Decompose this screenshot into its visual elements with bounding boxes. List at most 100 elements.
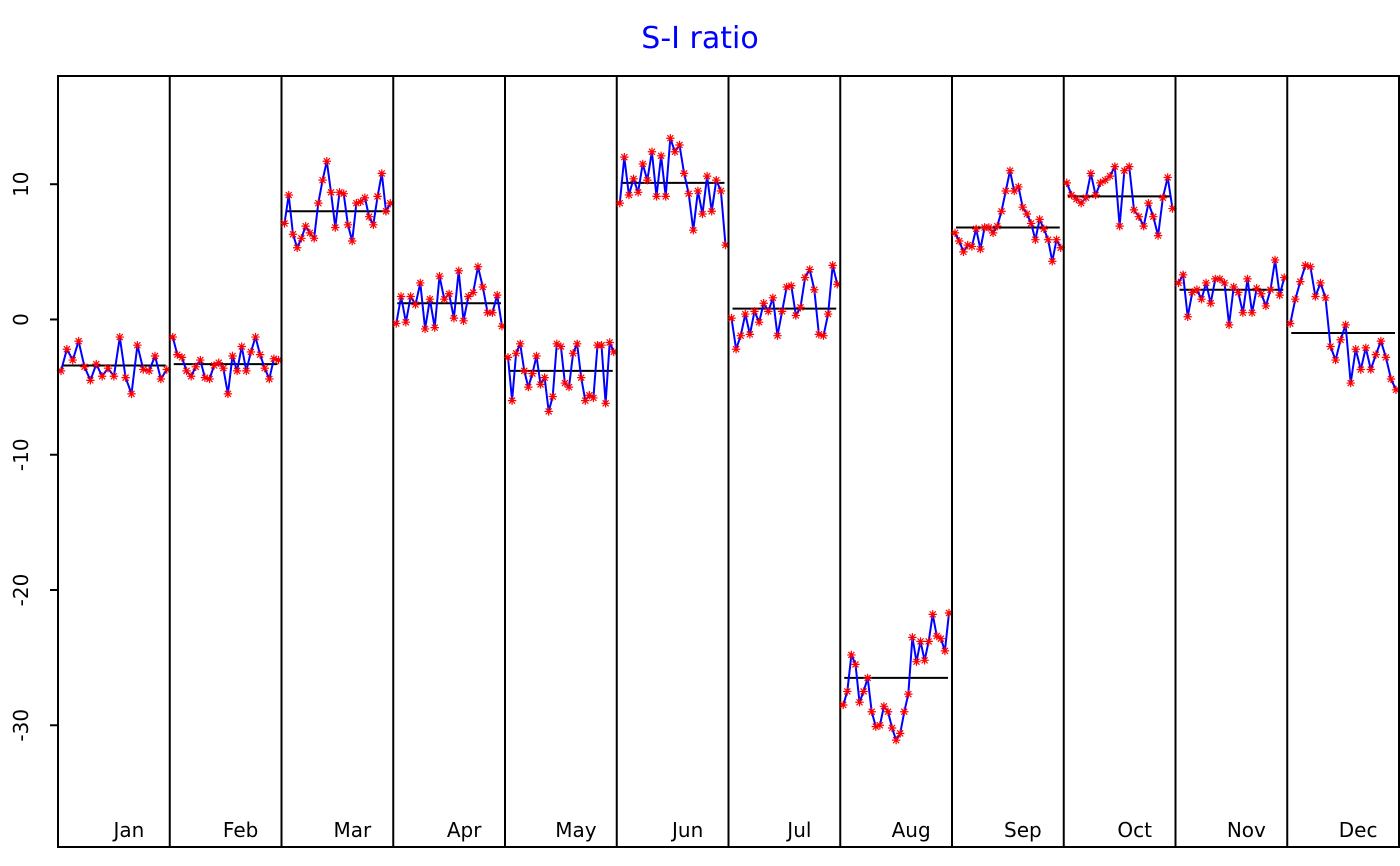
data-point bbox=[891, 735, 901, 745]
data-point bbox=[209, 361, 219, 370]
data-point bbox=[1331, 355, 1340, 365]
data-point bbox=[1266, 285, 1275, 294]
data-point bbox=[488, 308, 497, 317]
data-point bbox=[895, 729, 905, 738]
data-point bbox=[162, 365, 171, 374]
data-point bbox=[693, 186, 703, 196]
data-point bbox=[251, 332, 260, 342]
data-point bbox=[1101, 175, 1110, 185]
data-point bbox=[1120, 166, 1129, 175]
data-point bbox=[473, 262, 483, 271]
data-point bbox=[381, 207, 391, 216]
data-point bbox=[908, 633, 917, 642]
data-point bbox=[1158, 193, 1168, 202]
data-point bbox=[284, 190, 293, 200]
month-panel-dec: Dec bbox=[1286, 76, 1400, 847]
data-point bbox=[1091, 190, 1100, 200]
data-point bbox=[92, 359, 101, 369]
data-point bbox=[552, 339, 562, 349]
data-point bbox=[764, 307, 773, 316]
data-point bbox=[269, 354, 279, 363]
data-point bbox=[1291, 294, 1300, 304]
data-point bbox=[548, 392, 557, 401]
data-point bbox=[364, 212, 374, 221]
data-point bbox=[1386, 374, 1396, 384]
data-point bbox=[879, 702, 889, 711]
data-point bbox=[675, 140, 684, 150]
data-point bbox=[511, 349, 521, 358]
data-point bbox=[736, 331, 745, 340]
data-point bbox=[492, 290, 502, 300]
data-point bbox=[401, 317, 411, 327]
data-point bbox=[373, 192, 382, 201]
month-label: Jan bbox=[111, 818, 144, 842]
data-point bbox=[1391, 385, 1400, 395]
data-point bbox=[1022, 209, 1032, 219]
data-point bbox=[115, 332, 124, 342]
data-point bbox=[297, 234, 306, 243]
data-point bbox=[1178, 270, 1188, 280]
data-point bbox=[912, 657, 921, 666]
month-panel-may: May bbox=[503, 76, 618, 847]
data-point bbox=[980, 223, 989, 232]
data-point bbox=[468, 288, 478, 297]
data-point bbox=[255, 350, 265, 359]
series-line bbox=[954, 170, 1062, 262]
month-label: Aug bbox=[892, 818, 931, 842]
data-point bbox=[944, 608, 954, 618]
data-point bbox=[1001, 186, 1010, 196]
data-point bbox=[322, 157, 331, 166]
data-point bbox=[620, 152, 629, 162]
data-point bbox=[1183, 312, 1192, 321]
data-point bbox=[847, 650, 856, 660]
data-point bbox=[967, 242, 977, 251]
data-point bbox=[1129, 205, 1139, 215]
data-point bbox=[609, 347, 618, 357]
series-line bbox=[618, 137, 727, 246]
data-point bbox=[1052, 235, 1061, 244]
data-point bbox=[309, 234, 319, 243]
data-point bbox=[1072, 194, 1081, 204]
data-point bbox=[689, 226, 698, 235]
data-point bbox=[246, 347, 256, 357]
data-point bbox=[156, 374, 166, 384]
data-point bbox=[843, 687, 852, 696]
data-point bbox=[1031, 235, 1040, 244]
data-point bbox=[1086, 169, 1095, 178]
y-tick-label: -30 bbox=[9, 709, 33, 742]
data-point bbox=[810, 285, 819, 294]
data-point bbox=[988, 228, 998, 238]
data-point bbox=[356, 197, 365, 206]
data-point bbox=[1238, 308, 1248, 317]
data-point bbox=[1243, 274, 1252, 284]
data-point bbox=[430, 323, 439, 332]
data-point bbox=[1197, 294, 1206, 304]
data-point bbox=[347, 236, 357, 246]
data-point bbox=[643, 175, 652, 185]
data-point bbox=[318, 175, 327, 185]
data-point bbox=[716, 186, 726, 196]
data-point bbox=[532, 351, 541, 361]
data-point bbox=[867, 707, 876, 716]
data-point bbox=[1220, 278, 1229, 288]
y-tick-label: 10 bbox=[9, 171, 33, 196]
data-point bbox=[1067, 190, 1076, 200]
data-point bbox=[1296, 277, 1305, 286]
data-point bbox=[449, 313, 459, 323]
month-panels: Jan Feb Mar Apr May Jun Jul Aug Sep Oct Nov Dec bbox=[56, 76, 1400, 847]
data-point bbox=[1174, 278, 1183, 288]
data-point bbox=[1229, 282, 1238, 292]
data-point bbox=[581, 396, 590, 405]
month-panel-jan: Jan bbox=[56, 332, 171, 842]
data-point bbox=[589, 393, 598, 403]
data-point bbox=[1224, 320, 1234, 330]
data-point bbox=[1247, 308, 1257, 317]
data-point bbox=[955, 236, 964, 246]
data-point bbox=[560, 378, 570, 388]
data-point bbox=[392, 319, 401, 328]
data-point bbox=[1192, 285, 1202, 294]
data-point bbox=[1115, 221, 1124, 231]
month-label: Feb bbox=[223, 818, 258, 842]
data-point bbox=[887, 723, 897, 733]
data-point bbox=[200, 373, 210, 382]
